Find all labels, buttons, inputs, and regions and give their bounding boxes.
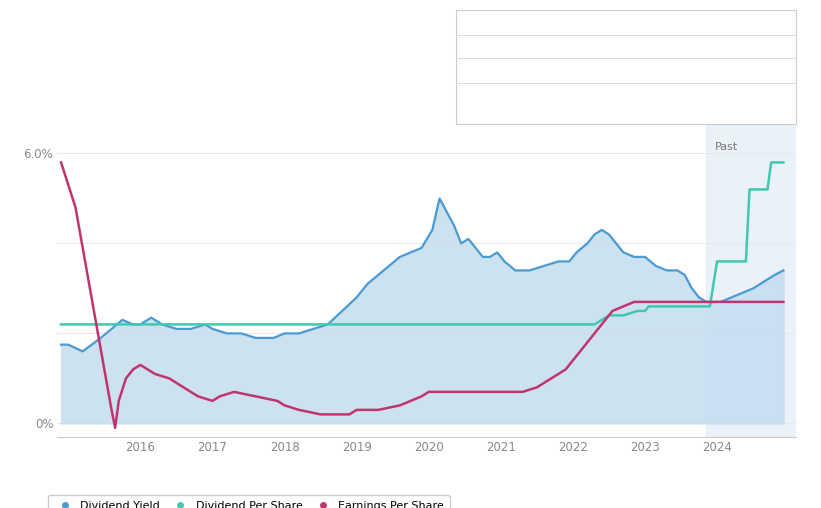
Text: /yr: /yr	[632, 43, 646, 53]
Bar	[706, 122, 796, 437]
Text: Dividend Per Share: Dividend Per Share	[466, 66, 565, 76]
Text: JP¥150,000: JP¥150,000	[599, 66, 658, 76]
Text: Past: Past	[715, 142, 738, 151]
Text: Earnings Per Share: Earnings Per Share	[466, 91, 564, 102]
Text: No data: No data	[599, 91, 640, 102]
Legend: Dividend Yield, Dividend Per Share, Earnings Per Share: Dividend Yield, Dividend Per Share, Earn…	[48, 495, 450, 508]
Text: 3.6%: 3.6%	[599, 43, 626, 53]
Text: /yr: /yr	[718, 66, 732, 76]
Text: Dividend Yield: Dividend Yield	[466, 43, 540, 53]
Text: Nov 29 2024: Nov 29 2024	[466, 24, 548, 38]
